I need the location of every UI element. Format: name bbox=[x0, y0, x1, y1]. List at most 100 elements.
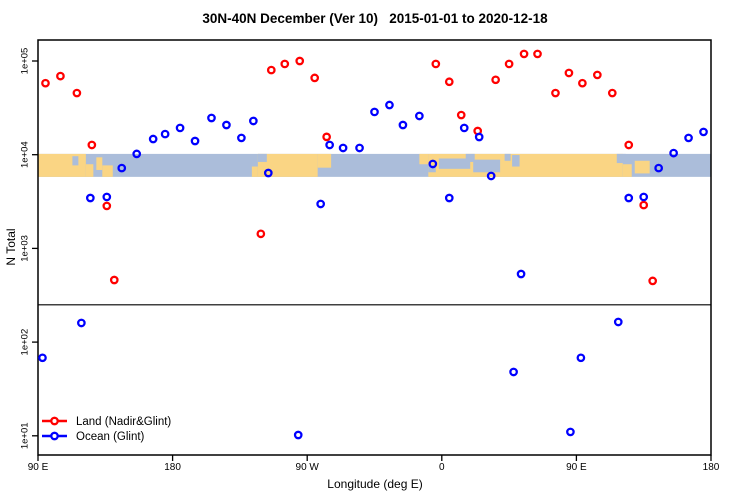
data-point-ocean bbox=[77, 318, 86, 328]
data-point-land bbox=[280, 59, 290, 69]
data-point-land bbox=[310, 73, 320, 83]
data-point-ocean bbox=[325, 140, 334, 150]
map-band-sea-patch bbox=[72, 156, 79, 166]
map-band-land bbox=[251, 166, 258, 177]
data-point-land bbox=[102, 201, 112, 211]
y-tick-label: 1e+05 bbox=[20, 48, 31, 75]
data-point-ocean bbox=[684, 133, 693, 143]
x-tick-label: 0 bbox=[439, 462, 445, 473]
y-tick-label: 1e+03 bbox=[20, 235, 31, 262]
map-band-sea-patch bbox=[465, 153, 475, 162]
data-point-land bbox=[456, 110, 466, 120]
x-tick-label: 180 bbox=[703, 462, 720, 473]
data-point-ocean bbox=[207, 113, 216, 123]
data-point-ocean bbox=[428, 159, 438, 169]
data-point-land bbox=[607, 88, 617, 98]
data-point-land bbox=[551, 88, 560, 98]
data-point-ocean bbox=[132, 149, 142, 159]
data-point-land bbox=[491, 75, 500, 85]
map-band-sea-patch bbox=[428, 165, 436, 173]
data-point-ocean bbox=[509, 367, 518, 377]
data-point-ocean bbox=[117, 163, 127, 173]
y-tick-label: 1e+02 bbox=[20, 329, 31, 356]
data-point-ocean bbox=[576, 353, 586, 363]
data-point-ocean bbox=[486, 171, 496, 181]
legend-marker-ocean bbox=[50, 431, 59, 441]
y-axis-title: N Total bbox=[4, 228, 18, 266]
map-band-sea-patch bbox=[616, 153, 626, 164]
map-band-sea-patch bbox=[504, 153, 511, 161]
map-band-land bbox=[317, 153, 332, 168]
x-tick-label: 90 E bbox=[28, 462, 49, 473]
x-tick-label: 90 E bbox=[566, 462, 587, 473]
map-band-sea-patch bbox=[512, 155, 520, 167]
data-point-land bbox=[87, 140, 97, 150]
data-point-land bbox=[266, 65, 276, 75]
data-point-ocean bbox=[175, 123, 185, 133]
data-point-ocean bbox=[415, 111, 424, 121]
data-point-ocean bbox=[699, 127, 708, 137]
plot-border bbox=[37, 39, 712, 456]
data-point-ocean bbox=[398, 120, 408, 130]
data-point-ocean bbox=[669, 148, 678, 158]
data-point-land bbox=[639, 200, 649, 210]
map-band-land bbox=[419, 153, 429, 165]
data-point-ocean bbox=[639, 192, 649, 202]
map-band-sea-patch bbox=[473, 159, 501, 173]
data-point-ocean bbox=[160, 129, 170, 139]
legend-label-land: Land (Nadir&Glint) bbox=[76, 416, 171, 428]
data-point-ocean bbox=[654, 163, 664, 173]
data-point-ocean bbox=[444, 193, 454, 203]
data-point-land bbox=[519, 49, 529, 59]
data-point-ocean bbox=[338, 143, 348, 153]
data-point-ocean bbox=[474, 132, 484, 142]
data-point-land bbox=[322, 132, 331, 142]
data-point-land bbox=[648, 276, 658, 286]
data-point-land bbox=[295, 56, 305, 66]
data-point-land bbox=[578, 78, 587, 88]
data-point-land bbox=[592, 70, 602, 80]
data-point-ocean bbox=[624, 193, 634, 203]
data-point-ocean bbox=[148, 134, 158, 144]
map-band-land bbox=[257, 153, 318, 177]
data-point-ocean bbox=[355, 143, 364, 153]
data-point-land bbox=[109, 275, 119, 285]
data-point-ocean bbox=[249, 116, 258, 126]
y-tick-label: 1e+01 bbox=[20, 422, 31, 449]
map-band-land bbox=[634, 160, 650, 174]
x-axis-title: Longitude (deg E) bbox=[327, 477, 423, 491]
data-point-ocean bbox=[613, 317, 623, 327]
map-band-sea-patch bbox=[438, 158, 471, 169]
data-point-ocean bbox=[459, 123, 469, 133]
map-band-land bbox=[85, 164, 94, 177]
data-point-ocean bbox=[263, 168, 273, 178]
data-point-land bbox=[41, 78, 50, 88]
data-point-land bbox=[56, 71, 65, 81]
y-tick-label: 1e+04 bbox=[20, 141, 31, 168]
data-point-ocean bbox=[38, 353, 47, 363]
legend-marker-land bbox=[50, 416, 59, 426]
data-point-ocean bbox=[222, 120, 231, 130]
data-point-ocean bbox=[85, 193, 95, 203]
data-point-ocean bbox=[316, 199, 326, 209]
data-point-ocean bbox=[516, 269, 526, 279]
map-band-land bbox=[38, 153, 86, 177]
data-point-ocean bbox=[190, 136, 200, 146]
data-point-land bbox=[624, 140, 634, 150]
data-point-land bbox=[256, 229, 266, 239]
data-point-ocean bbox=[293, 430, 303, 440]
legend-label-ocean: Ocean (Glint) bbox=[76, 431, 145, 443]
map-band-land bbox=[102, 165, 113, 177]
data-point-ocean bbox=[370, 107, 379, 117]
map-band-sea-patch bbox=[257, 153, 267, 162]
data-point-land bbox=[444, 77, 454, 87]
data-point-ocean bbox=[102, 192, 112, 202]
data-point-ocean bbox=[566, 427, 575, 437]
x-tick-label: 180 bbox=[164, 462, 181, 473]
x-tick-label: 90 W bbox=[296, 462, 320, 473]
data-point-land bbox=[504, 59, 514, 69]
data-point-ocean bbox=[237, 133, 246, 143]
data-point-land bbox=[431, 59, 441, 69]
data-point-land bbox=[72, 88, 82, 98]
